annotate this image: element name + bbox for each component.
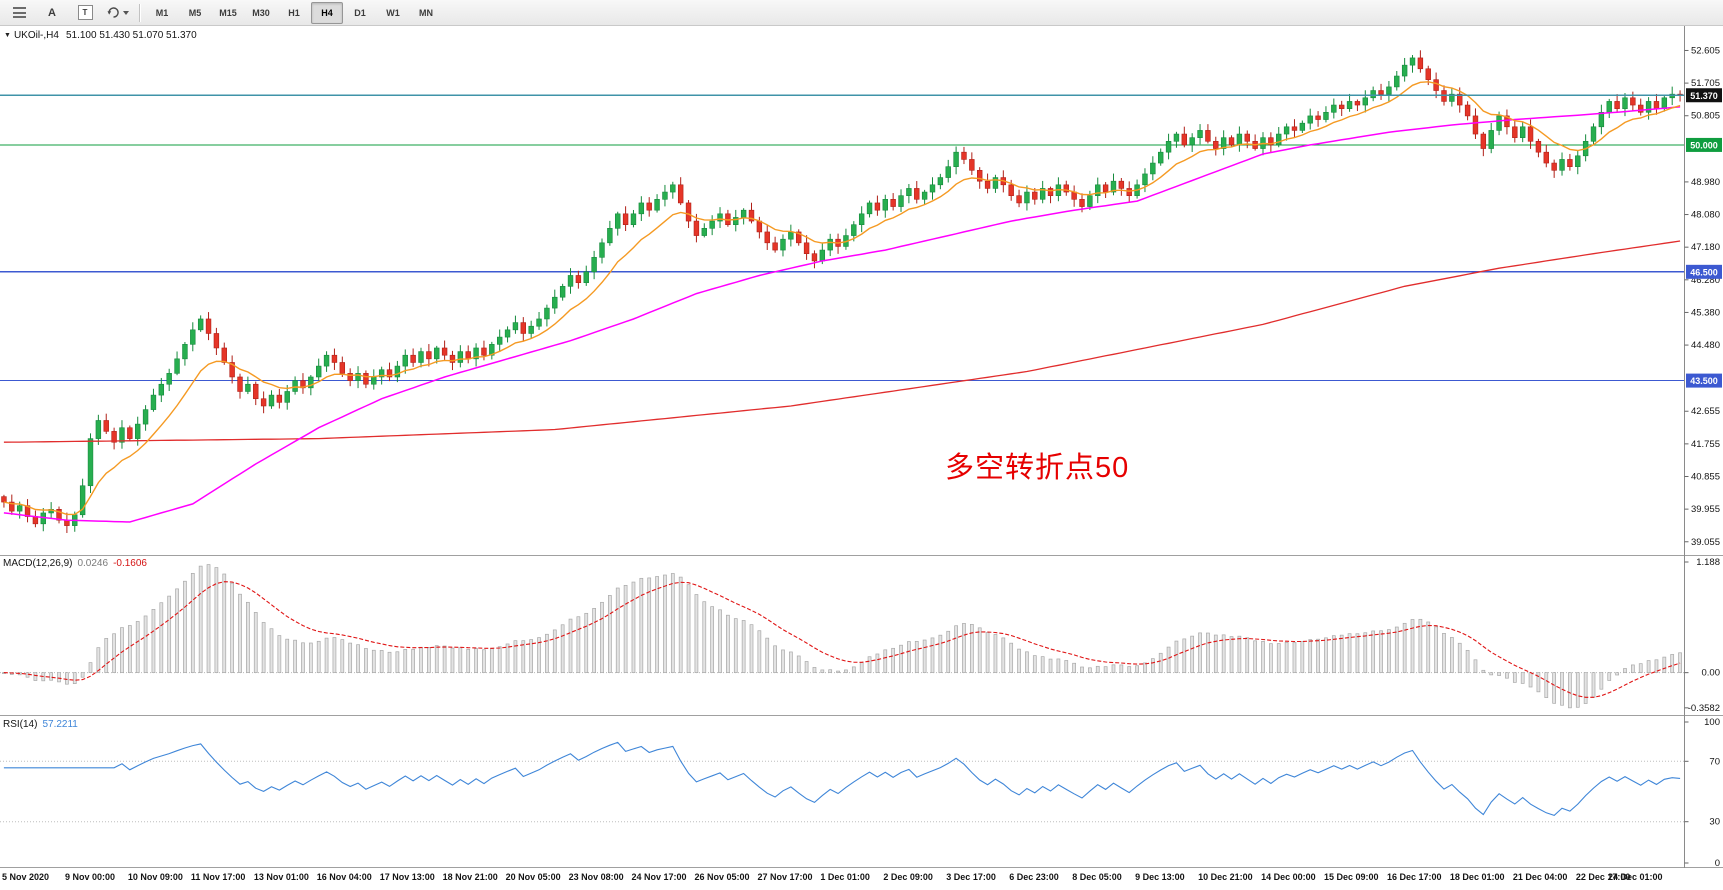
timeframe-button-h1[interactable]: H1	[288, 7, 300, 18]
timeframe-buttons: M1 M5 M15 M30 H1 H4 D1 W1 MN	[146, 1, 442, 24]
timeframe-button-m5[interactable]: M5	[188, 7, 202, 18]
cursor-tool-label: A	[48, 6, 56, 19]
price-tick-label: 46.280	[1691, 275, 1720, 286]
macd-signal-value: -0.1606	[113, 558, 147, 569]
macd-name: MACD(12,26,9)	[3, 558, 73, 569]
time-axis-label: 21 Dec 04:00	[1512, 872, 1568, 882]
timeframe-button-d1[interactable]: D1	[354, 7, 366, 18]
chart-list-button[interactable]	[3, 2, 35, 24]
price-tick-label: 41.755	[1691, 439, 1720, 450]
chart-header: ▼ UKOil-,H4 51.100 51.430 51.070 51.370	[4, 30, 197, 41]
time-axis-label: 18 Nov 21:00	[442, 872, 498, 882]
top-toolbar: A T M1 M5 M15 M30 H1 H4 D1 W1 MN	[0, 0, 1723, 26]
rsi-scale-label: 30	[1709, 817, 1720, 828]
time-axis-label: 15 Dec 09:00	[1324, 872, 1379, 882]
time-axis-label: 9 Dec 13:00	[1135, 872, 1185, 882]
timeframe-button-m15[interactable]: M15	[219, 7, 237, 18]
time-axis-label: 27 Nov 17:00	[757, 872, 813, 882]
time-axis[interactable]: 5 Nov 2020 9 Nov 00:00 10 Nov 09:00 11 Nov …	[0, 868, 1723, 890]
price-badge	[1686, 264, 1722, 279]
rsi-scale-label: 0	[1715, 858, 1720, 869]
chart-text-annotation[interactable]: 多空转折点50	[945, 452, 1130, 484]
price-tick-label: 40.855	[1691, 472, 1720, 483]
toolbar-separator	[139, 3, 141, 22]
time-axis-label: 24 Nov 17:00	[631, 872, 687, 882]
macd-scale-label: -0.3582	[1688, 703, 1720, 714]
price-tick-label: 51.705	[1691, 78, 1720, 89]
time-axis-label: 23 Nov 08:00	[568, 872, 624, 882]
rsi-indicator-label: RSI(14) 57.2211	[3, 719, 78, 730]
time-axis-label: 16 Dec 17:00	[1386, 872, 1442, 882]
time-axis-label: 10 Nov 09:00	[127, 872, 183, 882]
price-tick-label: 48.980	[1691, 177, 1720, 188]
time-axis-label: 18 Dec 01:00	[1449, 872, 1505, 882]
rsi-value: 57.2211	[42, 719, 78, 730]
rsi-line[interactable]	[3, 741, 1681, 817]
timeframe-button-mn[interactable]: MN	[419, 7, 433, 18]
slow-ma-line[interactable]	[3, 240, 1681, 443]
timeframe-button-m1[interactable]: M1	[155, 7, 169, 18]
time-axis-label: 2 Dec 09:00	[883, 872, 933, 882]
time-axis-label: 8 Dec 05:00	[1072, 872, 1122, 882]
time-axis-label: 1 Dec 01:00	[820, 872, 870, 882]
macd-main-value: 0.0246	[77, 558, 109, 569]
time-axis-label: 6 Dec 23:00	[1009, 872, 1059, 882]
list-icon	[12, 7, 26, 18]
time-axis-label: 5 Nov 2020	[2, 872, 50, 882]
macd-indicator-label: MACD(12,26,9) 0.0246 -0.1606	[3, 558, 147, 569]
candles-layer	[1, 50, 1683, 533]
rsi-scale-label: 70	[1709, 756, 1720, 767]
rsi-scale-label: 100	[1704, 717, 1720, 728]
rsi-name: RSI(14)	[3, 719, 38, 730]
collapse-triangle-icon[interactable]: ▼	[4, 32, 11, 39]
mid-ma-line[interactable]	[3, 106, 1681, 523]
cycle-icon	[107, 7, 119, 18]
time-axis-label: 16 Nov 04:00	[316, 872, 372, 882]
price-badge-label: 50.000	[1690, 140, 1718, 150]
price-tick-label: 39.055	[1691, 537, 1720, 548]
time-axis-label: 14 Dec 00:00	[1261, 872, 1316, 882]
time-axis-label: 24 Dec 01:00	[1608, 872, 1663, 882]
time-axis-label: 13 Nov 01:00	[253, 872, 309, 882]
cycle-tool-button[interactable]	[102, 2, 134, 24]
price-tick-label: 45.380	[1691, 307, 1720, 318]
price-badge-label: 51.370	[1690, 91, 1718, 101]
timeframe-button-h4[interactable]: H4	[311, 1, 343, 24]
timeframe-button-m30[interactable]: M30	[252, 7, 270, 18]
price-tick-label: 44.480	[1691, 340, 1720, 351]
price-tick-label: 48.080	[1691, 210, 1720, 221]
price-badge	[1686, 88, 1722, 103]
time-axis-label: 26 Nov 05:00	[694, 872, 750, 882]
price-badge	[1686, 137, 1722, 152]
time-axis-label: 22 Dec 17:00	[1575, 872, 1631, 882]
price-tick-label: 42.655	[1691, 406, 1720, 417]
macd-signal-line[interactable]	[3, 581, 1681, 698]
time-axis-label: 10 Dec 21:00	[1198, 872, 1253, 882]
time-axis-label: 20 Nov 05:00	[505, 872, 561, 882]
price-tick-label: 47.180	[1691, 242, 1720, 253]
price-badge	[1686, 373, 1722, 388]
macd-scale-label: 1.188	[1696, 557, 1720, 568]
text-tool-icon: T	[77, 5, 93, 20]
time-axis-label: 3 Dec 17:00	[946, 872, 996, 882]
price-badge-label: 46.500	[1690, 267, 1718, 277]
price-tick-label: 52.605	[1691, 45, 1720, 56]
symbol-period-label: UKOil-,H4	[13, 30, 59, 41]
macd-scale-label: 0.00	[1702, 668, 1721, 679]
cursor-tool-button[interactable]: A	[36, 2, 68, 24]
time-axis-label: 17 Nov 13:00	[379, 872, 435, 882]
chevron-down-icon	[123, 10, 129, 15]
price-badge-label: 43.500	[1690, 376, 1718, 386]
ohlc-values: 51.100 51.430 51.070 51.370	[65, 30, 197, 41]
time-axis-label: 11 Nov 17:00	[190, 872, 246, 882]
fast-ma-line[interactable]	[3, 81, 1681, 516]
price-tick-label: 39.955	[1691, 504, 1720, 515]
time-axis-label: 9 Nov 00:00	[64, 872, 115, 882]
text-tool-button[interactable]: T	[69, 2, 101, 24]
timeframe-button-w1[interactable]: W1	[386, 7, 400, 18]
price-tick-label: 50.805	[1691, 111, 1720, 122]
macd-histogram	[2, 564, 1682, 709]
